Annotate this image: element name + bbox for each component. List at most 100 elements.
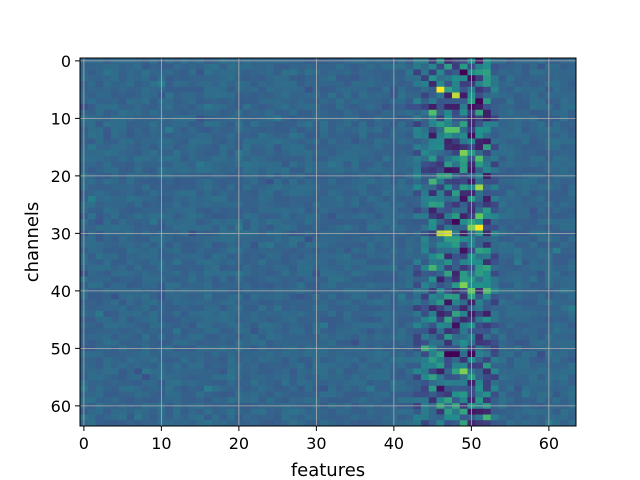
heatmap-cell [180,276,189,283]
heatmap-cell [95,351,104,358]
heatmap-cell [537,420,546,427]
heatmap-cell [142,190,151,197]
heatmap-cell [498,155,507,162]
heatmap-cell [529,75,538,82]
heatmap-cell [452,150,461,157]
heatmap-cell [490,109,499,116]
heatmap-cell [111,362,120,369]
heatmap-cell [165,380,174,387]
heatmap-cell [475,81,484,88]
heatmap-cell [242,184,251,191]
heatmap-cell [165,75,174,82]
heatmap-cell [521,408,530,415]
heatmap-cell [242,121,251,128]
heatmap-cell [335,259,344,266]
heatmap-cell [514,299,523,306]
heatmap-cell [204,357,213,364]
heatmap-cell [95,247,104,254]
heatmap-cell [498,253,507,260]
heatmap-cell [266,207,275,214]
heatmap-cell [142,92,151,99]
heatmap-cell [436,408,445,415]
heatmap-cell [444,420,453,427]
heatmap-cell [118,184,127,191]
heatmap-cell [475,311,484,318]
heatmap-cell [219,259,228,266]
heatmap-cell [134,121,143,128]
heatmap-cell [281,334,290,341]
heatmap-cell [436,282,445,289]
heatmap-cell [459,132,468,139]
heatmap-cell [126,155,135,162]
heatmap-cell [343,270,352,277]
heatmap-cell [103,385,112,392]
heatmap-cell [126,259,135,266]
heatmap-cell [351,259,360,266]
x-axis-ticks: 0 10 20 30 40 50 60 [79,426,559,453]
heatmap-cell [281,322,290,329]
heatmap-cell [281,368,290,375]
heatmap-cell [521,196,530,203]
heatmap-cell [95,207,104,214]
heatmap-cell [227,293,236,300]
heatmap-cell [529,380,538,387]
heatmap-cell [452,380,461,387]
heatmap-cell [134,219,143,226]
heatmap-cell [343,242,352,249]
heatmap-cell [428,299,437,306]
heatmap-cell [568,247,577,254]
heatmap-cell [242,224,251,231]
heatmap-cell [351,69,360,76]
heatmap-cell [165,219,174,226]
heatmap-cell [521,75,530,82]
heatmap-cell [142,167,151,174]
heatmap-cell [219,69,228,76]
heatmap-cell [142,161,151,168]
heatmap-cell [405,293,414,300]
heatmap-cell [118,351,127,358]
heatmap-cell [498,328,507,335]
heatmap-cell [188,351,197,358]
heatmap-cell [483,397,492,404]
heatmap-cell [173,334,182,341]
heatmap-cell [529,322,538,329]
heatmap-cell [304,357,313,364]
heatmap-cell [498,380,507,387]
heatmap-cell [281,69,290,76]
heatmap-cell [204,167,213,174]
heatmap-cell [366,351,375,358]
heatmap-cell [382,75,391,82]
heatmap-cell [428,265,437,272]
heatmap-cell [568,322,577,329]
heatmap-cell [196,121,205,128]
heatmap-cell [413,385,422,392]
heatmap-cell [219,414,228,421]
heatmap-cell [242,397,251,404]
heatmap-cell [359,311,368,318]
heatmap-cell [490,178,499,185]
heatmap-cell [521,420,530,427]
heatmap-cell [413,368,422,375]
heatmap-cell [111,299,120,306]
heatmap-cell [506,161,515,168]
heatmap-cell [568,351,577,358]
heatmap-cell [366,201,375,208]
heatmap-cell [421,196,430,203]
heatmap-cell [320,265,329,272]
heatmap-cell [227,368,236,375]
heatmap-cell [258,167,267,174]
heatmap-cell [297,219,306,226]
heatmap-cell [297,368,306,375]
heatmap-cell [483,69,492,76]
heatmap-cell [436,144,445,151]
heatmap-cell [436,167,445,174]
heatmap-cell [335,339,344,346]
heatmap-cell [320,63,329,70]
heatmap-cell [118,201,127,208]
heatmap-cell [436,253,445,260]
heatmap-cell [359,385,368,392]
heatmap-cell [173,161,182,168]
heatmap-cell [359,368,368,375]
heatmap-cell [475,184,484,191]
heatmap-cell [297,270,306,277]
